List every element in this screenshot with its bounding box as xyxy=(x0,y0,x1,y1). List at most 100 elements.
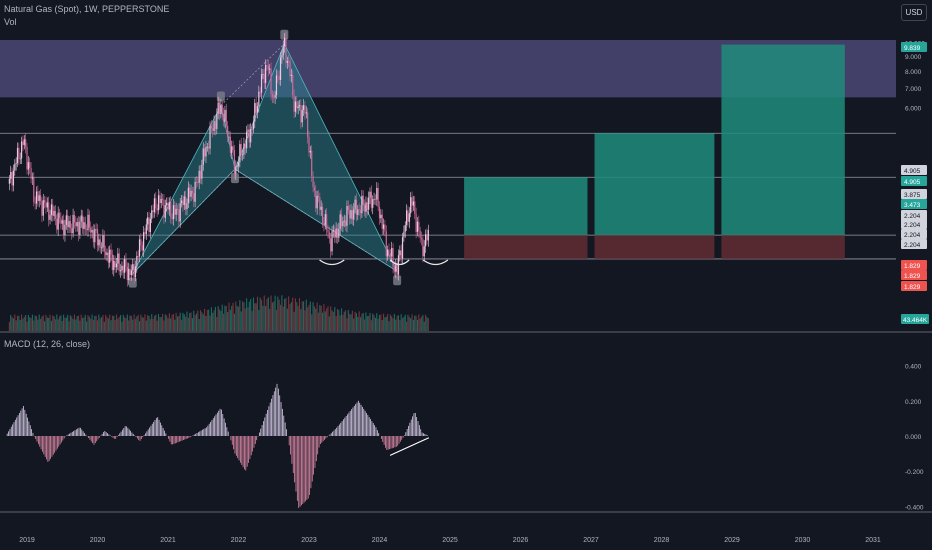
price-label: 2.204 xyxy=(904,242,921,249)
candle-body xyxy=(205,147,207,157)
candle-body xyxy=(53,211,55,216)
volume-bar xyxy=(392,318,394,331)
volume-bar xyxy=(191,318,193,331)
volume-bar xyxy=(107,318,109,331)
volume-bar xyxy=(189,313,191,331)
volume-bar xyxy=(72,319,74,331)
candle-body xyxy=(387,249,389,257)
volume-bar xyxy=(372,313,374,331)
candle-body xyxy=(95,229,97,230)
candle-body xyxy=(182,200,184,206)
symbol-title[interactable]: Natural Gas (Spot), 1W, PEPPERSTONE xyxy=(4,4,170,14)
price-label-bg xyxy=(901,165,927,175)
volume-bar xyxy=(387,314,389,331)
volume-bar xyxy=(403,316,405,331)
candle-body xyxy=(178,209,180,222)
volume-bar xyxy=(256,296,259,331)
volume-bar xyxy=(418,314,420,331)
volume-bar xyxy=(217,306,219,331)
volume-bar xyxy=(242,301,244,331)
volume-bar xyxy=(195,313,198,331)
candle-body xyxy=(302,105,305,110)
volume-bar xyxy=(8,321,10,331)
volume-bar xyxy=(166,315,168,331)
candle-body xyxy=(179,203,181,222)
volume-bar xyxy=(30,318,32,331)
candle-body xyxy=(324,214,326,225)
target-box-0 xyxy=(464,177,588,236)
volume-bar xyxy=(358,311,360,331)
candle-body xyxy=(197,182,199,183)
volume-bar xyxy=(170,318,172,331)
volume-bar xyxy=(156,320,158,331)
candle-body xyxy=(426,234,428,241)
candle-body xyxy=(301,109,303,123)
candle-body xyxy=(204,148,206,157)
volume-bar xyxy=(362,312,364,331)
volume-bar xyxy=(262,305,264,331)
volume-bar xyxy=(58,316,61,331)
macd-indicator-label[interactable]: MACD (12, 26, close) xyxy=(4,339,91,349)
candle-body xyxy=(247,129,249,132)
candle-body xyxy=(189,187,191,197)
candle-body xyxy=(229,136,231,153)
candle-body xyxy=(26,146,28,170)
candle-body xyxy=(365,202,367,212)
volume-bar xyxy=(60,315,62,331)
volume-bar xyxy=(400,314,402,331)
volume-bar xyxy=(258,309,260,331)
candle-body xyxy=(239,144,241,163)
candle-body xyxy=(246,131,248,149)
volume-bar xyxy=(376,313,378,331)
candle-body xyxy=(412,201,414,206)
candle-body xyxy=(54,211,57,219)
volume-bar xyxy=(79,320,81,331)
candle-body xyxy=(148,217,150,233)
volume-bar xyxy=(183,314,185,331)
volume-bar xyxy=(141,317,143,331)
volume-bar xyxy=(278,299,280,331)
candle-body xyxy=(275,75,278,96)
volume-indicator-label[interactable]: Vol xyxy=(4,17,17,27)
volume-bar xyxy=(178,315,180,331)
candle-body xyxy=(269,68,271,70)
candle-body xyxy=(392,247,394,267)
candle-body xyxy=(368,197,370,210)
volume-bar xyxy=(19,319,21,331)
candle-body xyxy=(323,223,325,225)
volume-bar xyxy=(14,314,16,331)
volume-bar xyxy=(160,317,162,331)
volume-bar xyxy=(322,312,324,331)
candle-body xyxy=(259,91,261,93)
volume-bar xyxy=(110,320,112,331)
candle-body xyxy=(292,74,294,96)
candle-body xyxy=(309,150,311,153)
volume-bar xyxy=(175,312,177,331)
candle-body xyxy=(186,203,188,210)
candle-body xyxy=(381,214,383,229)
volume-bar xyxy=(61,320,63,331)
candle-body xyxy=(233,150,236,174)
macd-y-tick-label: 0.200 xyxy=(905,399,922,406)
volume-bar xyxy=(69,315,71,331)
price-label: 4.905 xyxy=(904,168,921,175)
volume-bar xyxy=(298,298,301,331)
volume-bar xyxy=(22,318,24,331)
volume-bar xyxy=(134,318,137,331)
volume-bar xyxy=(397,315,400,331)
candle-body xyxy=(141,245,143,251)
volume-bar xyxy=(296,302,298,331)
candle-body xyxy=(44,200,46,203)
volume-bar xyxy=(10,314,12,331)
volume-bar xyxy=(223,313,225,331)
candle-body xyxy=(327,229,329,233)
volume-bar xyxy=(277,296,279,331)
currency-button[interactable]: USD xyxy=(901,4,927,21)
volume-bar xyxy=(148,315,150,331)
volume-bar xyxy=(338,310,340,331)
volume-bar xyxy=(373,315,375,331)
stop-box-2 xyxy=(721,235,845,259)
volume-bar xyxy=(201,312,203,331)
volume-bar xyxy=(140,314,142,331)
